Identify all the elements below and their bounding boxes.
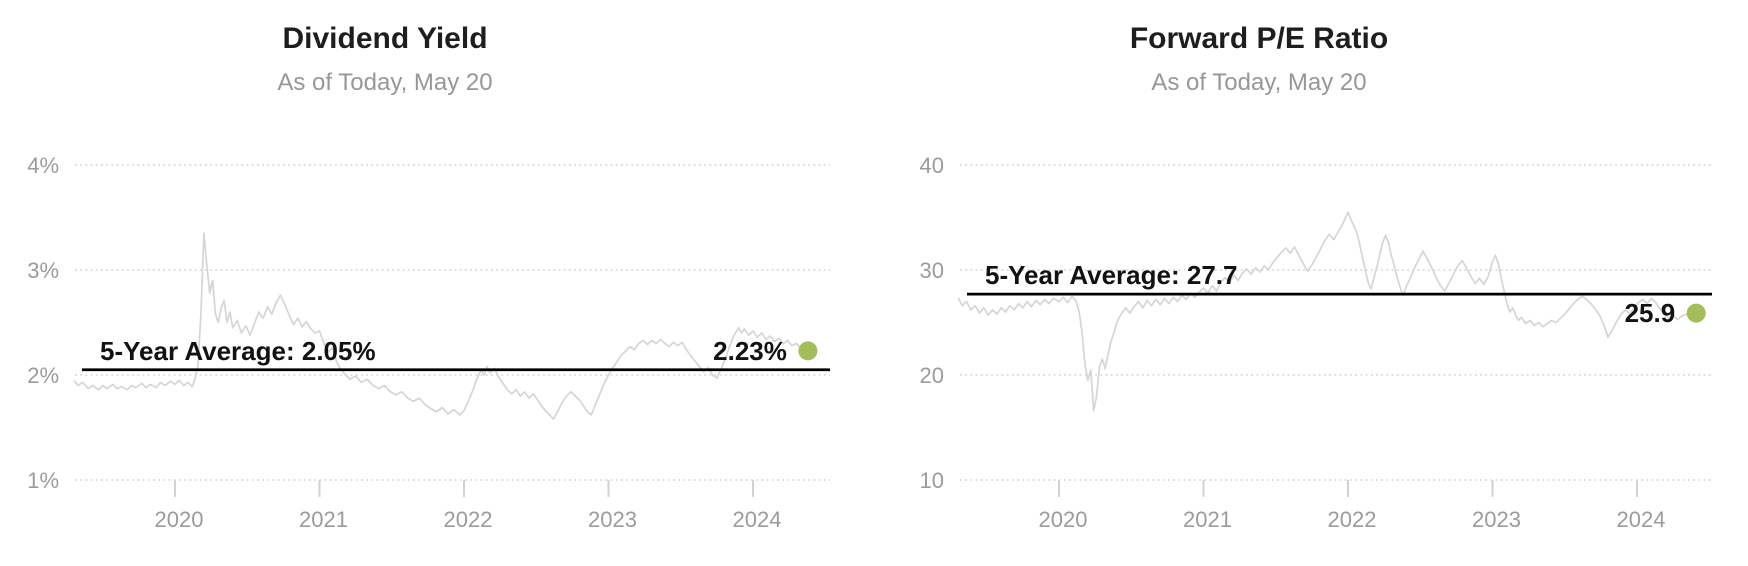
x-axis-tick-label: 2020 — [1039, 507, 1088, 532]
x-axis-tick-label: 2024 — [733, 507, 782, 532]
y-axis-tick-label: 2% — [27, 363, 59, 388]
chart-title: Dividend Yield — [282, 22, 488, 55]
chart-subtitle: As of Today, May 20 — [1151, 69, 1367, 96]
forward-pe-chart-panel: Forward P/E Ratio As of Today, May 20 40… — [874, 0, 1748, 566]
y-axis-tick-label: 40 — [920, 153, 944, 178]
series-line — [73, 232, 809, 420]
dividend-yield-chart-panel: Dividend Yield As of Today, May 20 4% 3% 2… — [0, 0, 830, 532]
dividend-yield-plot: 4% 3% 2% 1% 2020 2021 2022 2023 2024 5-Year Avera… — [27, 153, 830, 532]
average-label: 5-Year Average: 27.7 — [985, 260, 1237, 290]
current-value-label: 2.23% — [713, 336, 787, 366]
y-axis-tick-label: 30 — [920, 258, 944, 283]
x-axis-tick-label: 2021 — [1183, 507, 1232, 532]
y-axis-tick-label: 4% — [27, 153, 59, 178]
average-label: 5-Year Average: 2.05% — [100, 336, 376, 366]
y-axis-tick-label: 3% — [27, 258, 59, 283]
y-axis-tick-label: 1% — [27, 468, 59, 493]
chart-header: Dividend Yield As of Today, May 20 — [0, 0, 770, 97]
x-axis-tick-label: 2021 — [299, 507, 348, 532]
x-axis-tick-label: 2024 — [1617, 507, 1666, 532]
chart-title: Forward P/E Ratio — [1129, 22, 1389, 55]
current-value-label: 25.9 — [1625, 298, 1676, 328]
chart-header: Forward P/E Ratio As of Today, May 20 — [874, 0, 1644, 97]
y-axis-tick-label: 10 — [920, 468, 944, 493]
x-axis-tick-label: 2022 — [1328, 507, 1377, 532]
current-value-dot — [1686, 303, 1706, 323]
current-value-dot — [798, 341, 818, 361]
series-line — [957, 211, 1698, 412]
x-axis-tick-label: 2023 — [588, 507, 637, 532]
y-axis-tick-label: 20 — [920, 363, 944, 388]
forward-pe-plot: 40 30 20 10 2020 2021 2022 2023 2024 5-Year Avera… — [920, 153, 1712, 532]
x-axis-tick-label: 2023 — [1472, 507, 1521, 532]
chart-subtitle: As of Today, May 20 — [277, 69, 493, 96]
x-axis-tick-label: 2020 — [155, 507, 204, 532]
x-axis-tick-label: 2022 — [444, 507, 493, 532]
